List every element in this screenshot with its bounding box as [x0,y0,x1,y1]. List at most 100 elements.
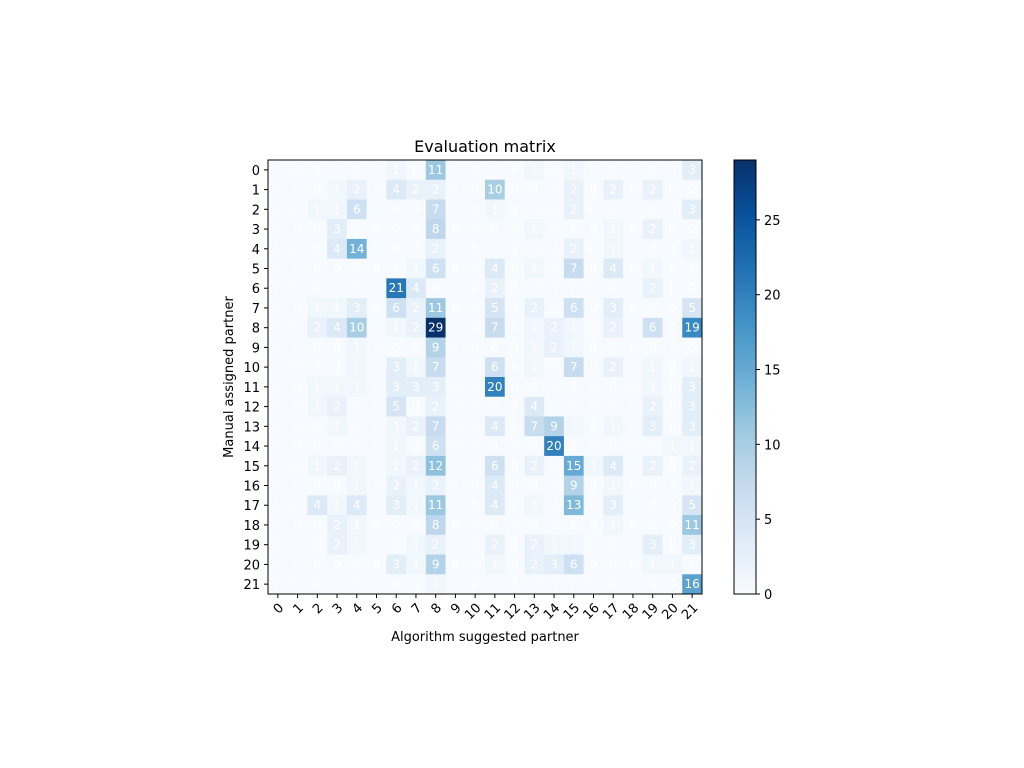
y-tick-label: 6 [252,282,260,297]
heatmap-cell [524,278,545,299]
cell-value-label: 0 [550,281,558,295]
cell-value-label: 0 [313,419,321,433]
cell-value-label: 0 [491,222,499,236]
heatmap-cell [662,258,683,279]
cell-value-label: 0 [412,439,420,453]
cell-value-label: 0 [669,340,677,354]
heatmap-cell [583,258,604,279]
heatmap-cell [682,495,703,516]
heatmap-cell [307,317,328,339]
heatmap-cell [287,317,308,339]
heatmap-cell [268,416,289,437]
cell-value-label: 0 [609,557,617,571]
cell-value-label: 0 [669,183,677,197]
cell-value-label: 7 [432,419,440,433]
heatmap-cell [386,396,407,417]
heatmap-cell [465,574,486,595]
heatmap-cell [603,377,624,398]
cell-value-label: 2 [432,242,440,256]
cell-value-label: 1 [530,222,538,236]
heatmap-cell [268,160,289,181]
heatmap-cell [465,554,486,575]
heatmap-cells [268,160,703,595]
heatmap-cell [445,337,466,358]
heatmap-cell [563,396,585,417]
cell-value-label: 0 [629,380,637,394]
heatmap-cell [327,199,348,220]
cell-value-label: 0 [669,321,677,335]
heatmap-cell [465,219,486,240]
heatmap-cell [623,317,644,339]
cell-value-label: 0 [333,262,341,276]
heatmap-cell [682,396,703,417]
heatmap-cell [563,219,585,240]
heatmap-cell [662,455,683,477]
cell-value-label: 1 [688,242,696,256]
heatmap-cell [623,554,644,575]
cell-value-label: 0 [511,340,519,354]
heatmap-cell [445,416,466,437]
heatmap-cell [287,396,308,417]
heatmap-cell [366,357,387,378]
cell-value-label: 0 [669,242,677,256]
cell-value-label: 0 [669,262,677,276]
heatmap-cell [425,298,447,319]
cell-value-label: 0 [511,419,519,433]
heatmap-cell [504,574,525,595]
cell-value-label: 0 [452,340,460,354]
cell-value-label: 0 [452,301,460,315]
heatmap-cell [544,278,565,299]
heatmap-cell [406,455,427,477]
cell-value-label: 0 [491,340,499,354]
heatmap-cell [366,436,387,457]
cell-value-label: 0 [629,340,637,354]
heatmap-cell [563,554,585,575]
heatmap-cell [445,179,466,200]
cell-value-label: 1 [530,340,538,354]
heatmap-cell [287,298,308,319]
cell-value-label: 0 [669,301,677,315]
heatmap-cell [642,495,664,516]
cell-value-label: 4 [333,242,341,256]
cell-value-label: 0 [669,222,677,236]
x-tick-label: 1 [290,601,306,617]
heatmap-cell [346,238,368,260]
heatmap-cell [366,238,387,260]
heatmap-cell [346,317,368,339]
cell-value-label: 0 [570,518,578,532]
heatmap-cell [623,475,644,496]
heatmap-cell [504,317,525,339]
heatmap-cell [425,357,447,378]
heatmap-cell [425,436,447,457]
cell-value-label: 0 [373,557,381,571]
cell-value-label: 2 [333,459,341,473]
cell-value-label: 0 [629,242,637,256]
cell-value-label: 0 [373,202,381,216]
heatmap-cell [465,160,486,181]
heatmap-cell [307,416,328,437]
heatmap-cell [268,436,289,457]
cell-value-label: 0 [471,518,479,532]
cell-value-label: 1 [609,479,617,493]
heatmap-cell [366,396,387,417]
cell-value-label: 0 [550,183,558,197]
heatmap-cell [268,396,289,417]
heatmap-cell [425,278,447,299]
cell-value-label: 3 [412,380,420,394]
heatmap-cell [268,258,289,279]
cell-value-label: 0 [511,518,519,532]
cell-value-label: 1 [530,262,538,276]
cell-value-label: 0 [669,577,677,591]
heatmap-cell [504,179,525,200]
heatmap-cell [642,554,664,575]
cell-value-label: 0 [412,340,420,354]
heatmap-cell [406,396,427,417]
heatmap-cell [406,238,427,260]
cell-value-label: 0 [491,400,499,414]
heatmap-cell [425,258,447,279]
heatmap-cell [623,298,644,319]
cell-value-label: 0 [688,262,696,276]
cell-value-label: 0 [471,459,479,473]
cell-value-label: 0 [629,301,637,315]
cell-value-label: 20 [546,439,561,453]
